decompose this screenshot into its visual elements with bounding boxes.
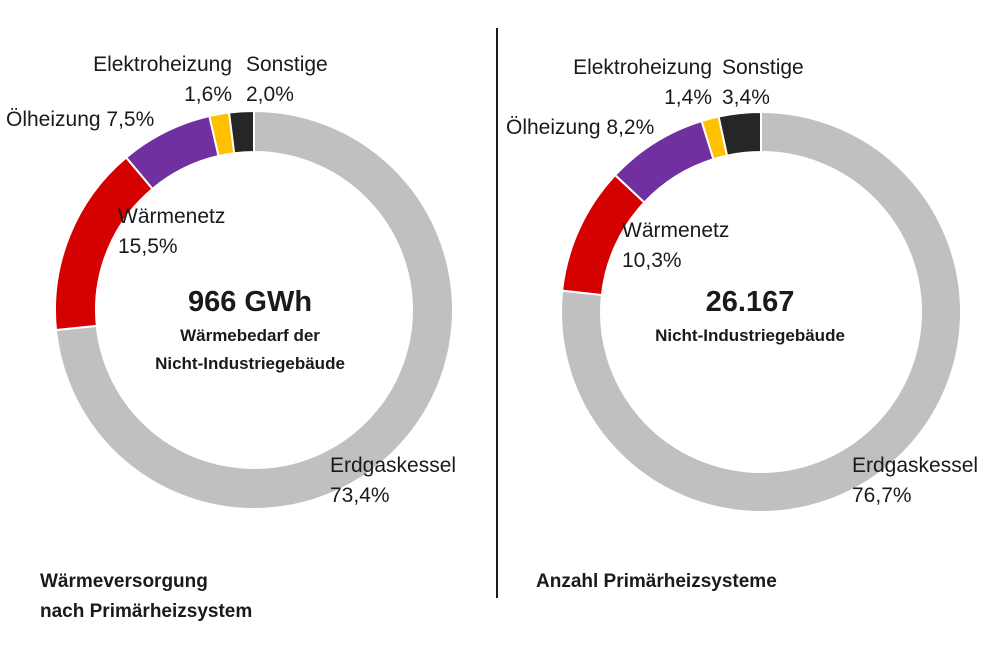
- slice-name: Elektroheizung: [573, 56, 712, 79]
- slice-name: Wärmenetz: [118, 205, 226, 228]
- slice-name: Erdgaskessel: [852, 454, 979, 477]
- slice-name: Elektroheizung: [93, 53, 232, 76]
- donut-slice-sonstige: [227, 109, 255, 155]
- center-text: Nicht-Industriegebäude: [500, 322, 1000, 350]
- slice-label-oelheizung: Ölheizung 7,5%: [6, 105, 154, 135]
- slice-value: 15,5%: [118, 235, 178, 258]
- slice-value: 2,0%: [246, 83, 294, 106]
- slice-label-erdgaskessel: Erdgaskessel 73,4%: [330, 451, 456, 511]
- panel-divider: [496, 28, 498, 598]
- slice-value: 1,6%: [184, 83, 232, 106]
- slice-label-oelheizung: Ölheizung 8,2%: [506, 113, 654, 143]
- slice-label-elektroheizung: Elektroheizung 1,4%: [540, 53, 712, 113]
- caption-line: nach Primärheizsystem: [40, 601, 253, 622]
- slice-value: 1,4%: [664, 86, 712, 109]
- chart-caption: Anzahl Primärheizsysteme: [536, 567, 836, 597]
- center-value: 966 GWh: [187, 286, 313, 318]
- slice-name: Sonstige: [246, 53, 328, 76]
- center-text-line: Wärmebedarf der: [180, 326, 320, 345]
- slice-name: Ölheizung: [506, 116, 601, 139]
- center-value: 26.167: [705, 286, 795, 318]
- donut-slice-erdgaskessel: [54, 109, 454, 510]
- donut-slice-sonstige: [717, 110, 762, 157]
- slice-name: Ölheizung: [6, 108, 101, 131]
- slice-label-erdgaskessel: Erdgaskessel 76,7%: [852, 451, 978, 511]
- chart-panel-left: Elektroheizung 1,6% Sonstige 2,0% Ölheiz…: [0, 50, 500, 627]
- chart-caption: Wärmeversorgung nach Primärheizsystem: [40, 567, 340, 627]
- center-text: Wärmebedarf der Nicht-Industriegebäude: [0, 322, 500, 378]
- center-text-line: Nicht-Industriegebäude: [655, 326, 845, 345]
- donut-chart-right: [560, 110, 962, 513]
- slice-name: Erdgaskessel: [330, 454, 457, 477]
- donut-slice-erdgaskessel: [560, 110, 962, 513]
- caption-line: Wärmeversorgung: [40, 571, 208, 592]
- slice-value: 73,4%: [330, 484, 390, 507]
- slice-label-sonstige: Sonstige 3,4%: [722, 53, 804, 113]
- slice-name: Wärmenetz: [622, 219, 730, 242]
- slice-name: Sonstige: [722, 56, 804, 79]
- slice-value: 7,5%: [106, 108, 155, 131]
- slice-label-elektroheizung: Elektroheizung 1,6%: [60, 50, 232, 110]
- donut-chart-left: [54, 109, 454, 510]
- slice-label-sonstige: Sonstige 2,0%: [246, 50, 328, 110]
- slice-value: 10,3%: [622, 249, 682, 272]
- slice-value: 3,4%: [722, 86, 770, 109]
- slice-label-waermenetz: Wärmenetz 10,3%: [622, 216, 729, 276]
- caption-line: Anzahl Primärheizsysteme: [536, 571, 777, 592]
- slice-value: 76,7%: [852, 484, 912, 507]
- chart-panel-right: Elektroheizung 1,4% Sonstige 3,4% Ölheiz…: [500, 0, 1000, 662]
- center-text-line: Nicht-Industriegebäude: [155, 354, 345, 373]
- slice-label-waermenetz: Wärmenetz 15,5%: [118, 202, 225, 262]
- slice-value: 8,2%: [606, 116, 655, 139]
